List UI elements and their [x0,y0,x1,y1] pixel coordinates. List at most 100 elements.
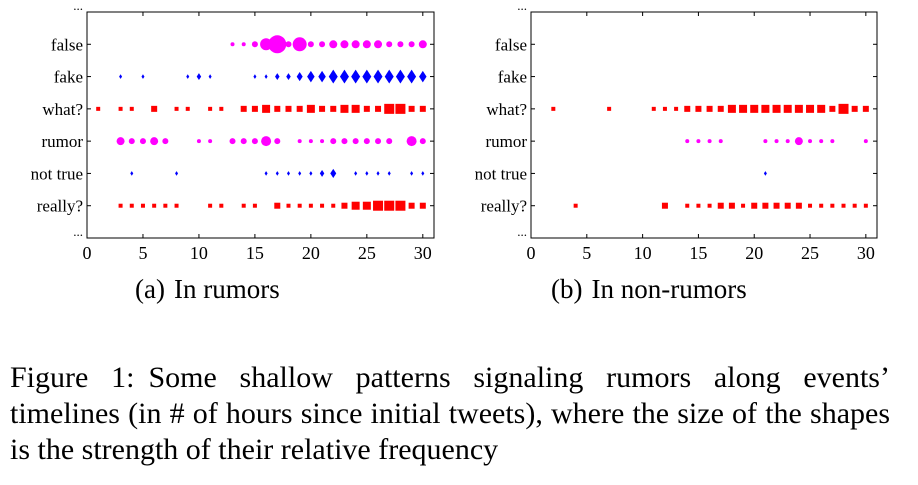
data-point-diamond [419,70,427,83]
data-point-circle [374,40,383,49]
data-point-square [806,104,815,113]
data-point-circle [819,139,824,144]
data-point-square [829,105,836,112]
data-point-square [330,105,337,112]
data-point-square [340,104,349,113]
data-point-diamond [186,74,190,79]
data-point-circle [386,138,393,145]
data-point-square [395,200,406,211]
data-point-square [674,106,679,111]
data-point-square [308,203,313,208]
data-point-diamond [410,171,414,176]
data-point-circle [794,137,803,146]
data-point-diamond [328,69,338,84]
subcaption-text: In non-rumors [591,274,747,304]
data-point-square [808,203,813,208]
y-tick-label: really? [37,197,83,216]
data-point-square [219,106,224,111]
data-point-circle [196,139,201,144]
data-point-square [784,202,791,209]
data-point-square [651,106,656,111]
data-point-square [838,103,849,114]
data-point-diamond [119,74,123,79]
data-point-square [695,105,702,112]
plot-frame [530,11,878,239]
data-point-square [208,203,213,208]
x-tick-label: 10 [634,243,652,263]
data-point-circle [397,41,404,48]
chart-panel-rumors: ... false fake what? rumor not true really?...… [0,0,450,320]
data-point-square [285,105,292,112]
data-point-square [773,202,780,209]
data-point-square [551,106,556,111]
non-rumors-chart: ... false fake what? rumor not true really?...… [475,0,878,263]
data-point-square [794,104,803,113]
data-point-circle [363,138,370,145]
y-tick-label: ... [73,0,83,13]
data-point-circle [229,138,236,145]
data-point-diamond [141,74,145,79]
data-point-square [241,203,246,208]
data-point-diamond [330,168,337,179]
data-point-square [96,106,101,111]
data-point-diamond [395,69,405,84]
data-point-diamond [253,74,257,79]
x-tick-label: 15 [689,243,707,263]
data-point-square [341,202,348,209]
data-point-square [863,203,868,208]
data-point-square [306,104,315,113]
data-point-square [252,203,257,208]
data-point-diamond [264,171,268,176]
data-point-circle [774,139,779,144]
data-point-circle [128,138,135,145]
data-point-square [862,105,869,112]
data-point-circle [419,138,426,145]
data-point-square [717,202,724,209]
data-point-square [320,203,325,208]
data-point-square [118,106,123,111]
data-point-circle [292,37,307,52]
data-point-square [331,203,336,208]
data-point-diamond [339,69,349,84]
plot-frame [86,11,435,239]
x-tick-label: 5 [138,243,147,263]
data-point-circle [285,41,292,48]
data-point-circle [351,40,360,49]
data-point-square [296,105,303,112]
y-tick-label: false [51,35,83,54]
data-point-square [841,203,846,208]
y-tick-label: rumor [41,132,83,151]
data-point-circle [341,138,348,145]
x-tick-label: 30 [414,243,432,263]
data-point-square [375,105,382,112]
data-point-circle [696,139,701,144]
data-point-circle [320,139,325,144]
data-point-diamond [309,171,313,176]
data-point-circle [352,138,359,145]
y-tick-label: not true [475,164,527,183]
data-point-diamond [196,73,202,81]
data-point-square [219,203,224,208]
data-point-square [852,203,857,208]
x-tick-label: 20 [745,243,763,263]
data-point-diamond [275,73,280,81]
data-point-square [762,202,769,209]
data-point-circle [685,139,690,144]
data-point-square [286,203,291,208]
rumors-chart: ... false fake what? rumor not true really?...… [31,0,435,263]
data-point-circle [375,138,382,145]
data-point-circle [308,139,313,144]
data-point-square [373,200,384,211]
data-point-square [696,203,701,208]
data-point-square [351,201,360,210]
data-point-circle [830,139,835,144]
data-point-square [240,105,247,112]
data-point-square [408,105,415,112]
data-point-square [795,202,802,209]
data-point-square [297,203,302,208]
data-point-square [739,104,748,113]
data-point-square [717,105,724,112]
data-point-square [274,202,281,209]
data-point-diamond [264,74,268,79]
data-point-square [741,203,746,208]
